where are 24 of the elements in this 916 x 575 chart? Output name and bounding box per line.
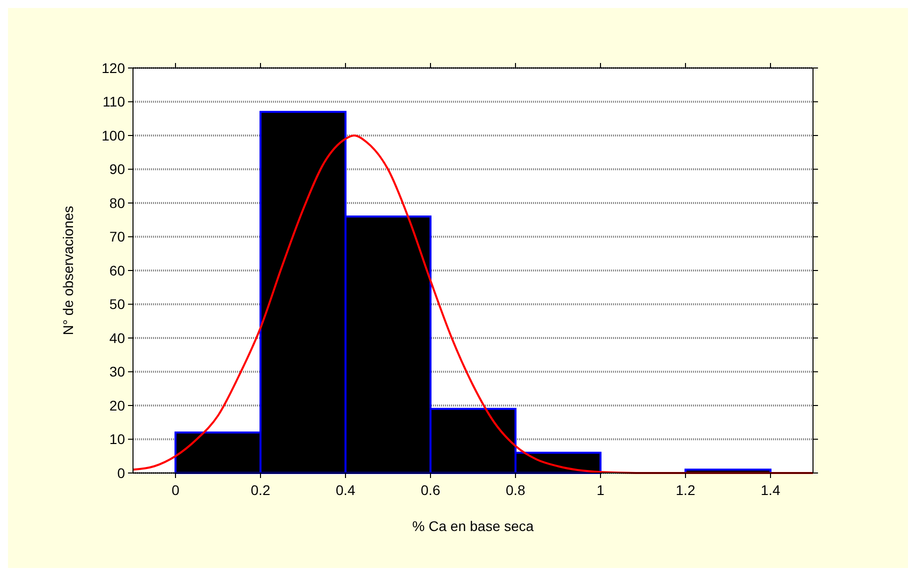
x-tick-label: 0.8 bbox=[506, 482, 526, 498]
y-tick-label: 0 bbox=[117, 464, 126, 481]
y-tick-label: 90 bbox=[109, 161, 126, 178]
x-tick-label: 1.2 bbox=[676, 482, 696, 498]
y-tick-label: 120 bbox=[102, 60, 126, 76]
y-tick-label: 30 bbox=[109, 364, 126, 380]
y-tick-label: 20 bbox=[109, 397, 126, 414]
y-tick-label: 80 bbox=[109, 194, 126, 211]
x-tick-label: 1.4 bbox=[760, 482, 780, 498]
x-tick-label: 0.6 bbox=[420, 482, 440, 498]
y-tick-label: 40 bbox=[109, 330, 126, 346]
y-axis-title: N° de observaciones bbox=[60, 206, 76, 336]
y-tick-label: 70 bbox=[109, 228, 126, 245]
y-tick-label: 60 bbox=[109, 262, 126, 278]
x-tick-label: 0.2 bbox=[250, 482, 270, 498]
x-tick-label: 1 bbox=[596, 482, 605, 498]
y-tick-label: 10 bbox=[109, 431, 126, 448]
x-tick-label: 0 bbox=[172, 482, 180, 498]
x-tick-label: 0.4 bbox=[336, 482, 356, 498]
line-series bbox=[132, 134, 814, 474]
y-tick-label: 100 bbox=[102, 127, 126, 144]
y-tick-label: 110 bbox=[102, 94, 126, 110]
y-tick-label: 50 bbox=[109, 296, 126, 312]
x-axis-title: % Ca en base seca bbox=[412, 518, 534, 534]
